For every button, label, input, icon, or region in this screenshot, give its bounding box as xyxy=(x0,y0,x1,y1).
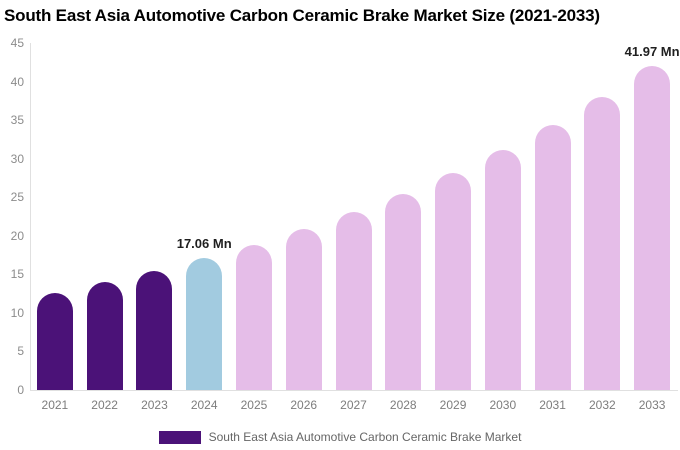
y-tick-35: 35 xyxy=(10,113,24,128)
bar-2029[interactable] xyxy=(435,173,472,390)
bar-2022[interactable] xyxy=(86,282,123,390)
value-label-2024: 17.06 Mn xyxy=(176,236,232,252)
value-label-2033: 41.97 Mn xyxy=(624,44,680,60)
x-tick-2027: 2027 xyxy=(340,398,367,412)
x-tick-2026: 2026 xyxy=(290,398,318,412)
bar-2024[interactable] xyxy=(186,258,223,390)
bar-2025[interactable] xyxy=(235,244,272,390)
bar-2021[interactable] xyxy=(36,292,73,390)
x-tick-2021: 2021 xyxy=(41,398,69,412)
x-tick-2025: 2025 xyxy=(240,398,268,412)
bar-2026[interactable] xyxy=(285,229,322,390)
y-tick-40: 40 xyxy=(10,74,24,89)
bar-2027[interactable] xyxy=(335,212,372,390)
legend-label: South East Asia Automotive Carbon Cerami… xyxy=(208,430,522,444)
bar-2030[interactable] xyxy=(484,150,521,390)
y-tick-15: 15 xyxy=(10,267,24,282)
x-tick-2029: 2029 xyxy=(439,398,467,412)
x-tick-2024: 2024 xyxy=(190,398,218,412)
chart-title: South East Asia Automotive Carbon Cerami… xyxy=(4,6,600,25)
plot-area xyxy=(30,43,678,391)
legend-swatch xyxy=(158,430,201,444)
y-tick-45: 45 xyxy=(10,36,24,50)
x-tick-2033: 2033 xyxy=(638,398,666,412)
bar-2031[interactable] xyxy=(534,125,571,390)
x-tick-2030: 2030 xyxy=(489,398,517,412)
y-tick-25: 25 xyxy=(10,190,24,205)
y-tick-20: 20 xyxy=(10,228,24,243)
y-tick-10: 10 xyxy=(10,305,24,320)
x-tick-2023: 2023 xyxy=(141,398,168,412)
x-tick-2031: 2031 xyxy=(539,398,566,412)
bar-2033[interactable] xyxy=(634,66,671,390)
x-tick-2028: 2028 xyxy=(389,398,417,412)
x-tick-2032: 2032 xyxy=(588,398,616,412)
x-tick-2022: 2022 xyxy=(91,398,118,412)
legend-item[interactable]: South East Asia Automotive Carbon Cerami… xyxy=(0,430,680,444)
y-tick-30: 30 xyxy=(10,151,24,166)
bar-2023[interactable] xyxy=(136,270,173,390)
y-tick-0: 0 xyxy=(17,383,24,397)
y-tick-5: 5 xyxy=(17,344,24,359)
bar-2032[interactable] xyxy=(584,97,621,390)
bar-2028[interactable] xyxy=(385,193,422,390)
